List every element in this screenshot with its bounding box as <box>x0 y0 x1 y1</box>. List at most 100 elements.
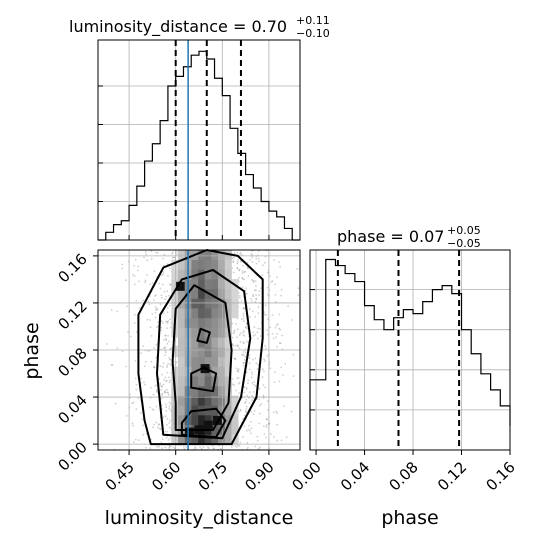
sample-point <box>129 335 132 338</box>
sample-point <box>264 386 266 389</box>
density-cell <box>224 259 232 270</box>
sample-point <box>156 326 158 329</box>
sample-point <box>247 428 250 431</box>
sample-point <box>195 447 198 450</box>
density-cell <box>178 366 185 377</box>
sample-point <box>167 320 170 322</box>
sample-point <box>251 256 253 259</box>
sample-point <box>135 388 138 391</box>
density-cell <box>204 250 212 260</box>
sample-point <box>161 373 163 376</box>
sample-point <box>238 269 241 272</box>
sample-point <box>253 381 256 383</box>
sample-point <box>251 373 254 376</box>
sample-point <box>232 261 235 264</box>
sample-point <box>246 323 248 325</box>
sample-point <box>133 283 136 286</box>
sample-point <box>239 332 242 334</box>
sample-point <box>238 334 241 336</box>
sample-point <box>265 424 268 426</box>
density-cell <box>191 347 199 358</box>
density-cell <box>198 327 206 338</box>
sample-point <box>278 327 281 330</box>
sample-point <box>169 318 171 321</box>
sample-point <box>141 418 144 421</box>
sample-point <box>129 393 131 396</box>
sample-point <box>137 265 140 268</box>
luminosity-distance-title-lower: −0.10 <box>296 27 330 40</box>
sample-point <box>259 446 261 449</box>
sample-point <box>238 392 240 394</box>
sample-point <box>162 312 165 315</box>
sample-point <box>150 360 153 363</box>
sample-point <box>116 347 119 350</box>
sample-point <box>169 426 171 429</box>
sample-point <box>164 335 167 337</box>
sample-point <box>250 279 253 281</box>
density-cell <box>198 356 206 367</box>
sample-point <box>199 446 202 449</box>
sample-point <box>207 446 209 448</box>
sample-point <box>162 271 165 273</box>
sample-point <box>153 295 156 297</box>
density-cell <box>211 385 219 396</box>
sample-point <box>143 256 145 259</box>
density-cell <box>191 308 199 319</box>
sample-point <box>280 294 282 297</box>
density-cell <box>224 308 232 319</box>
density-cell <box>198 385 206 396</box>
sample-point <box>259 404 261 407</box>
sample-point <box>160 397 163 400</box>
density-cell <box>218 298 226 309</box>
sample-point <box>276 345 278 348</box>
density-cell <box>211 434 219 445</box>
sample-point <box>160 326 163 329</box>
contour-level-0 <box>137 249 264 446</box>
density-cell <box>211 395 219 406</box>
sample-point <box>157 321 160 324</box>
sample-point <box>166 418 169 420</box>
sample-point <box>243 391 246 394</box>
sample-point <box>183 447 186 450</box>
joint-ytick-label-1: 0.04 <box>54 391 90 427</box>
sample-point <box>166 290 169 292</box>
sample-point <box>166 391 169 394</box>
joint-ytick-label-3: 0.12 <box>54 297 90 333</box>
sample-point <box>239 441 242 444</box>
sample-point <box>236 252 239 254</box>
sample-point <box>260 287 263 290</box>
sample-point <box>296 267 299 270</box>
sample-point <box>166 371 169 374</box>
density-cell <box>211 327 219 338</box>
sample-point <box>236 444 239 447</box>
density-cell <box>224 279 232 290</box>
sample-point <box>254 300 257 303</box>
sample-point <box>248 258 251 261</box>
sample-point <box>237 344 239 347</box>
sample-point <box>242 362 245 364</box>
sample-point <box>262 394 265 397</box>
sample-point <box>236 267 239 270</box>
sample-point <box>258 260 260 263</box>
density-cell <box>218 376 226 387</box>
sample-point <box>231 378 234 380</box>
sample-point <box>279 342 282 345</box>
density-cell <box>231 298 239 309</box>
sample-point <box>281 334 284 337</box>
sample-point <box>137 439 140 442</box>
sample-point <box>254 445 257 448</box>
sample-point <box>258 412 261 415</box>
sample-point <box>155 389 158 392</box>
density-peak-cell-2 <box>185 427 194 437</box>
sample-point <box>219 447 222 450</box>
density-cell <box>178 376 185 387</box>
sample-point <box>251 395 254 397</box>
sample-point <box>244 401 247 403</box>
sample-point <box>238 347 241 350</box>
sample-point <box>275 410 278 413</box>
sample-point <box>252 335 255 337</box>
sample-point <box>239 260 242 262</box>
sample-point <box>264 255 267 258</box>
sample-point <box>236 262 239 265</box>
sample-point <box>287 305 289 307</box>
